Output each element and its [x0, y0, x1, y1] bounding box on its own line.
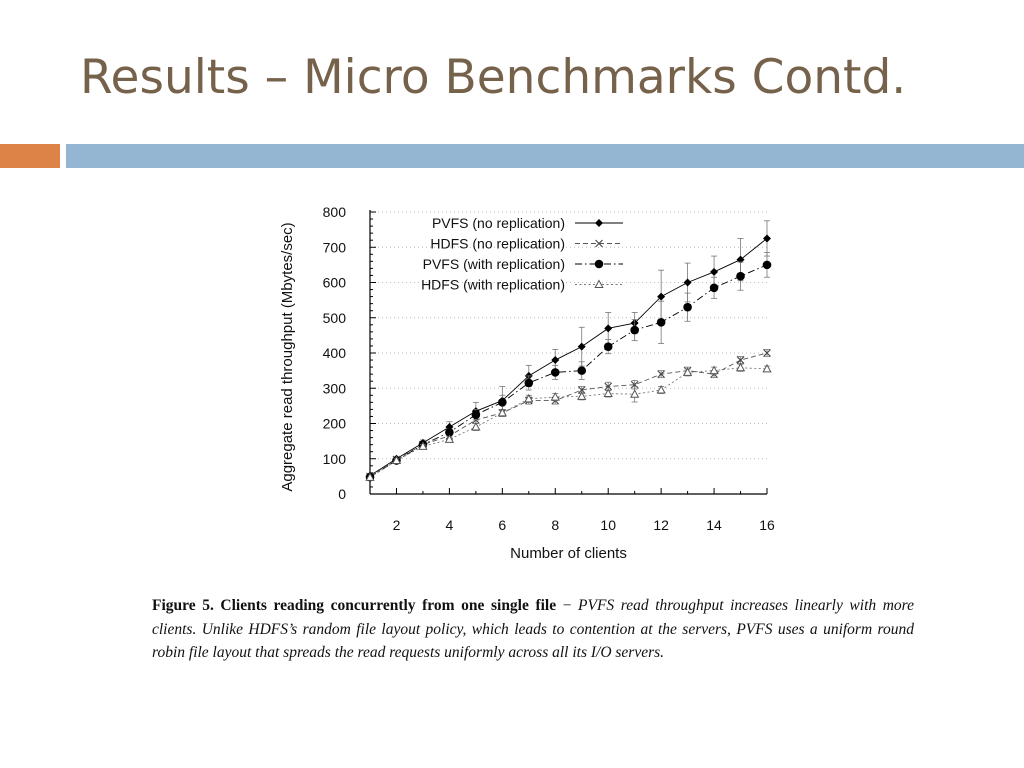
data-point — [762, 260, 772, 270]
series-2 — [366, 349, 771, 481]
data-point — [498, 398, 507, 407]
chart-legend: PVFS (no replication) HDFS (no replicatio… — [421, 215, 623, 293]
data-point — [656, 384, 666, 394]
data-point — [630, 380, 639, 389]
data-point — [551, 356, 560, 365]
data-point — [763, 349, 771, 357]
data-point — [710, 267, 719, 276]
y-tick-label: 0 — [338, 486, 346, 502]
x-axis-label: Number of clients — [510, 545, 627, 562]
data-point — [736, 271, 745, 281]
data-point — [709, 283, 719, 293]
x-tick-label: 14 — [706, 517, 722, 533]
throughput-chart: 0 100 200 300 400 500 600 700 800 2 4 6 8 10 12 14 16 P… — [279, 204, 775, 562]
chart-series — [365, 220, 772, 482]
x-tick-label: 8 — [551, 517, 559, 533]
legend-label: PVFS (with replication) — [423, 256, 565, 272]
y-tick-label: 200 — [323, 416, 347, 432]
data-point — [604, 324, 613, 333]
y-tick-label: 600 — [323, 275, 347, 291]
data-point — [444, 434, 455, 443]
legend-marker — [595, 219, 603, 227]
y-tick-label: 500 — [323, 310, 347, 326]
x-tick-label: 10 — [600, 517, 616, 533]
legend-label: PVFS (no replication) — [432, 215, 565, 231]
caption-label: Figure 5. Clients reading concurrently f… — [152, 597, 557, 614]
data-point — [630, 389, 640, 398]
caption-body: PVFS read throughput increases linearly … — [152, 597, 914, 661]
accent-bar — [0, 144, 60, 168]
y-axis-ticks: 0 100 200 300 400 500 600 700 800 — [323, 204, 376, 502]
data-point — [577, 391, 587, 400]
data-point — [630, 325, 639, 335]
data-point — [471, 421, 481, 431]
x-tick-label: 12 — [653, 517, 669, 533]
series-line — [369, 264, 768, 478]
data-point — [603, 342, 613, 351]
data-point — [550, 368, 560, 377]
data-point — [497, 407, 507, 417]
data-point — [391, 455, 402, 465]
data-point — [657, 370, 666, 379]
x-tick-label: 2 — [393, 517, 401, 533]
series-line — [369, 238, 768, 477]
data-point — [736, 255, 745, 264]
data-point — [763, 234, 771, 243]
y-tick-label: 100 — [323, 451, 347, 467]
y-tick-label: 800 — [323, 204, 347, 220]
data-point — [604, 382, 613, 391]
y-tick-label: 700 — [323, 239, 347, 255]
legend-marker — [594, 279, 604, 288]
y-tick-label: 300 — [323, 380, 347, 396]
legend-label: HDFS (with replication) — [421, 277, 565, 293]
x-axis-ticks: 2 4 6 8 10 12 14 16 — [369, 488, 775, 533]
data-point — [577, 366, 587, 375]
data-point — [683, 278, 692, 287]
x-tick-label: 16 — [759, 517, 775, 533]
data-point — [418, 441, 428, 450]
data-point — [657, 292, 666, 301]
legend-label: HDFS (no replication) — [430, 236, 565, 252]
data-point — [735, 362, 746, 372]
data-point — [471, 410, 481, 419]
data-point — [524, 378, 534, 388]
data-point — [577, 342, 586, 351]
data-point — [736, 356, 745, 364]
legend-marker — [594, 259, 604, 269]
caption-dash: − — [556, 597, 579, 614]
y-axis-label: Aggregate read throughput (Mbytes/sec) — [279, 222, 296, 491]
data-point — [365, 472, 375, 481]
series-line — [369, 367, 768, 478]
data-point — [682, 367, 693, 376]
legend-marker — [595, 239, 603, 248]
y-tick-label: 400 — [323, 345, 347, 361]
data-point — [577, 386, 586, 394]
data-point — [683, 302, 692, 312]
figure-caption: Figure 5. Clients reading concurrently f… — [152, 594, 914, 665]
data-point — [445, 428, 454, 437]
series-line — [369, 352, 768, 477]
data-point — [656, 318, 666, 327]
data-point — [709, 365, 719, 375]
slide-title: Results – Micro Benchmarks Contd. — [80, 50, 907, 105]
data-point — [762, 363, 772, 373]
data-point — [550, 392, 560, 401]
data-point — [603, 388, 613, 398]
chart-axes — [369, 210, 767, 495]
x-tick-label: 6 — [498, 517, 506, 533]
series-4 — [365, 362, 772, 481]
x-tick-label: 4 — [446, 517, 454, 533]
data-point — [524, 393, 534, 403]
divider-bar — [66, 144, 1024, 168]
